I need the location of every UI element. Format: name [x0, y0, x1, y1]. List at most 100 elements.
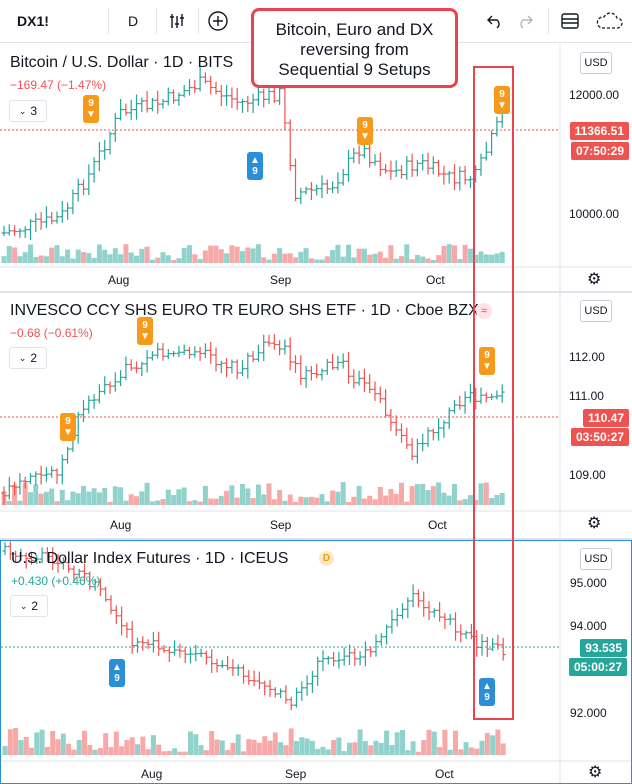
volume-bar: [234, 246, 240, 263]
axis-price-label: 109.00: [569, 468, 606, 482]
volume-bar: [331, 740, 337, 755]
currency-button[interactable]: USD: [580, 300, 612, 322]
volume-bar: [499, 251, 505, 263]
undo-icon[interactable]: [482, 7, 508, 35]
time-axis-label: Oct: [435, 767, 454, 781]
dollar-index-chart-pane[interactable]: U.S. Dollar Index Futures · 1D · ICEUS D…: [0, 540, 632, 784]
volume-bar: [399, 256, 404, 263]
highlight-rectangle[interactable]: [473, 66, 514, 720]
toolbar-divider: [548, 8, 549, 34]
volume-bar: [224, 253, 230, 263]
volume-bar: [495, 729, 501, 755]
volume-bar: [118, 254, 124, 263]
sequential-sell-9-marker: 9 ▼: [479, 347, 495, 375]
volume-bar: [50, 730, 56, 755]
volume-bar: [44, 746, 50, 755]
layout-icon[interactable]: [556, 7, 584, 35]
volume-bar: [267, 740, 273, 755]
bar-countdown: 07:50:29: [570, 142, 629, 160]
indicators-toggle[interactable]: ⌄ 2: [10, 595, 48, 617]
volume-bar: [17, 500, 23, 505]
interval-button[interactable]: D: [127, 13, 139, 29]
time-axis-label: Aug: [110, 518, 132, 532]
dividend-badge[interactable]: D: [319, 551, 334, 566]
volume-bar: [309, 740, 315, 755]
volume-bar: [91, 257, 97, 263]
volume-bar: [38, 493, 44, 505]
volume-bar: [171, 494, 177, 505]
volume-bar: [86, 491, 92, 505]
volume-bar: [219, 740, 225, 755]
price-change: −0.68 (−0.61%): [10, 326, 93, 340]
volume-bar: [192, 500, 198, 505]
volume-bar: [214, 739, 220, 755]
volume-bar: [119, 746, 125, 755]
volume-bar: [320, 746, 326, 755]
volume-bar: [176, 258, 182, 263]
volume-bar: [405, 750, 411, 755]
indicators-toggle[interactable]: ⌄ 3: [9, 100, 47, 122]
volume-bar: [255, 484, 261, 505]
indicators-toggle[interactable]: ⌄ 2: [9, 347, 47, 369]
volume-bar: [135, 744, 140, 755]
volume-bar: [319, 494, 325, 505]
volume-bar: [113, 731, 119, 755]
dollar-index-chart-canvas[interactable]: [1, 541, 632, 784]
volume-bar: [76, 739, 82, 755]
volume-bar: [271, 499, 277, 505]
volume-bar: [139, 491, 145, 505]
volume-bar: [352, 742, 358, 755]
volume-bar: [92, 749, 98, 755]
euro-etf-chart-canvas[interactable]: [0, 293, 632, 538]
bitcoin-chart-canvas[interactable]: [0, 43, 632, 291]
volume-bar: [483, 254, 489, 263]
volume-bar: [149, 501, 155, 505]
price-change: −169.47 (−1.47%): [10, 78, 107, 92]
volume-bar: [357, 729, 363, 755]
volume-bar: [182, 751, 188, 755]
bitcoin-chart-pane[interactable]: Bitcoin / U.S. Dollar · 1D · BITS −169.4…: [0, 43, 632, 291]
volume-bar: [393, 258, 399, 263]
volume-bar: [250, 497, 256, 505]
euro-etf-chart-pane[interactable]: INVESCO CCY SHS EURO TR EURO SHS ETF · 1…: [0, 293, 632, 538]
volume-bar: [340, 482, 346, 505]
redo-icon[interactable]: [512, 7, 538, 35]
volume-bar: [140, 736, 146, 755]
volume-bar: [241, 751, 246, 755]
volume-bar: [245, 488, 251, 505]
volume-bar: [261, 257, 267, 263]
time-axis-label: Sep: [270, 518, 292, 532]
volume-bar: [384, 730, 390, 755]
volume-bar: [59, 489, 65, 505]
callout-text-annotation[interactable]: Bitcoin, Euro and DX reversing from Sequ…: [251, 8, 458, 88]
volume-bar: [102, 487, 108, 505]
volume-bar: [388, 245, 394, 263]
volume-bar: [155, 500, 161, 505]
indicators-count: 2: [31, 599, 39, 613]
gear-icon[interactable]: ⚙: [587, 515, 602, 532]
add-compare-icon[interactable]: [204, 7, 232, 35]
currency-button[interactable]: USD: [580, 548, 612, 570]
currency-button[interactable]: USD: [580, 52, 612, 74]
indicators-count: 3: [30, 104, 38, 118]
volume-bar: [28, 492, 33, 505]
pane-divider[interactable]: [0, 538, 632, 540]
callout-line: Bitcoin, Euro and DX: [275, 20, 434, 39]
volume-bar: [426, 729, 432, 755]
axis-price-label: 92.000: [570, 706, 607, 720]
symbol-search-button[interactable]: DX1!: [17, 13, 49, 29]
volume-bar: [393, 493, 399, 505]
gear-icon[interactable]: ⚙: [587, 271, 602, 288]
volume-bar: [224, 490, 230, 505]
volume-bar: [13, 728, 19, 755]
volume-bar: [351, 257, 357, 263]
cloud-icon[interactable]: [592, 7, 626, 35]
wave-icon[interactable]: ≈: [476, 303, 492, 319]
gear-icon[interactable]: ⚙: [588, 764, 603, 781]
volume-bar: [383, 495, 389, 505]
volume-bar: [144, 246, 150, 263]
volume-bar: [18, 740, 24, 755]
volume-bar: [75, 249, 81, 263]
indicators-icon[interactable]: [164, 7, 190, 35]
pane-divider[interactable]: [0, 291, 632, 293]
